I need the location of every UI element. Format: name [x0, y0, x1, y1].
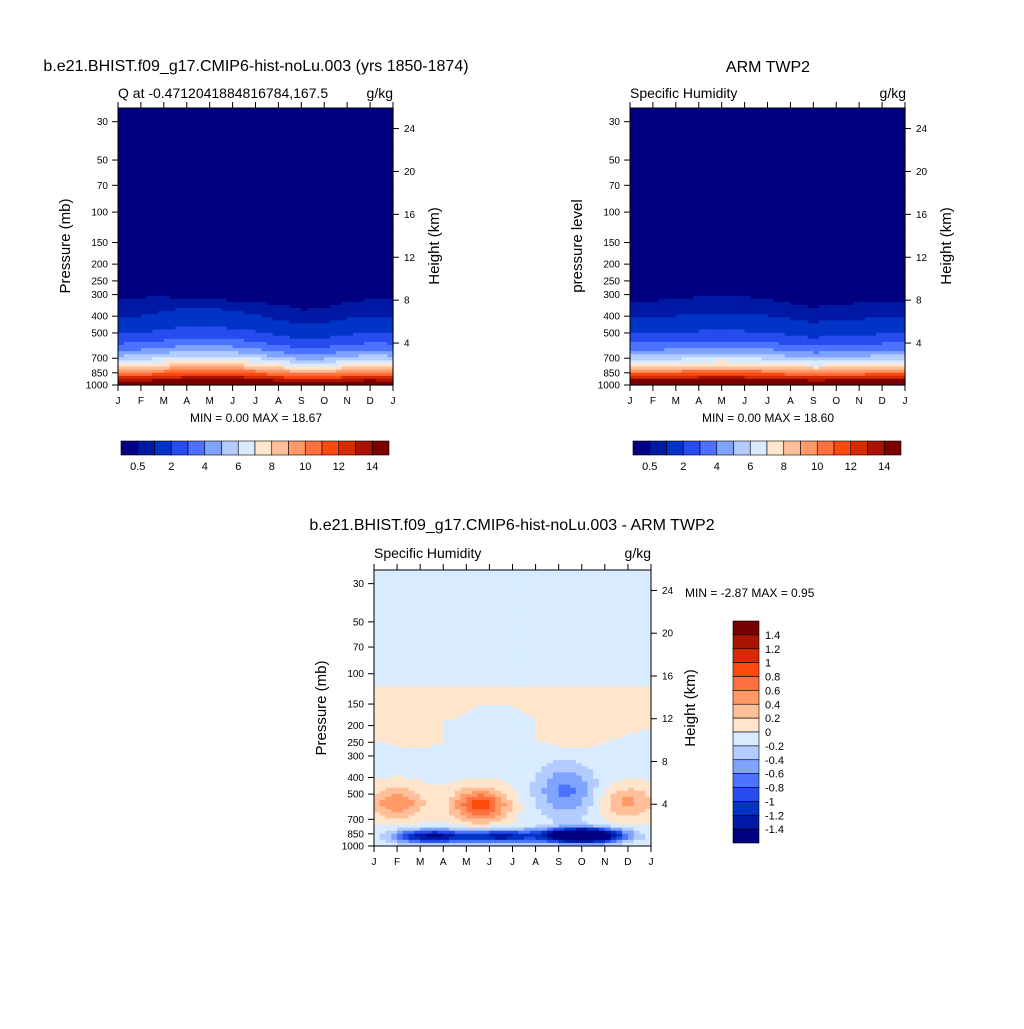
- panel-model-ylabel-right: Height (km): [426, 207, 443, 285]
- panel-model-ytick-right-label: 12: [404, 253, 416, 264]
- panel-model-ytick-right-label: 24: [404, 124, 416, 135]
- panel-model-ytick-label: 300: [91, 290, 108, 301]
- panel-model-colorbar-box: [205, 441, 222, 455]
- panel-model-ytick-label: 50: [97, 156, 109, 167]
- panel-model-xtick-label: J: [253, 396, 258, 407]
- panel-model-xtick-label: A: [183, 396, 190, 407]
- panel-model-colorbar-box: [339, 441, 356, 455]
- panel-model-left-string: Q at -0.4712041884816784,167.5: [118, 85, 328, 101]
- panel-model-xtick-label: A: [275, 396, 282, 407]
- panel-model-colorbar-label: 14: [366, 461, 378, 473]
- panel-model-xtick-label: M: [160, 396, 168, 407]
- panel-model-colorbar-box: [356, 441, 373, 455]
- panel-model-ytick-label: 500: [91, 328, 108, 339]
- panel-model-xtick-label: F: [138, 396, 144, 407]
- panel-model-ytick-right-label: 8: [404, 296, 410, 307]
- panel-model-xtick-label: N: [344, 396, 351, 407]
- panel-model-colorbar-label: 4: [202, 461, 208, 473]
- panel-model-xtick-label: D: [366, 396, 373, 407]
- panel-model-ytick-label: 700: [91, 354, 108, 365]
- panel-model-colorbar-label: 2: [168, 461, 174, 473]
- panel-model-xtick-label: J: [116, 396, 121, 407]
- panel-model-contour-field: [118, 108, 394, 386]
- panel-model-ytick-label: 850: [91, 368, 108, 379]
- panel-model-colorbar: 0.5 2 4 6 8 10 12 14: [121, 441, 389, 473]
- panel-model-ytick-right-label: 16: [404, 210, 416, 221]
- panel-model-xtick-label: M: [205, 396, 213, 407]
- panel-model-colorbar-box: [155, 441, 172, 455]
- panel-model-right-string: g/kg: [367, 85, 393, 101]
- panel-model-xtick-label: S: [298, 396, 305, 407]
- panel-model-ytick-label: 70: [97, 181, 109, 192]
- panel-model-ytick-label: 150: [91, 238, 108, 249]
- panel-model: b.e21.BHIST.f09_g17.CMIP6-hist-noLu.003 …: [43, 58, 468, 473]
- panel-model-colorbar-label: 0.5: [130, 461, 145, 473]
- panel-model-ytick-label: 100: [91, 208, 108, 219]
- panel-model-ytick-label: 1000: [86, 381, 109, 392]
- panel-model-colorbar-box: [222, 441, 239, 455]
- panel-obs-contour-field: [630, 108, 906, 386]
- panel-model-ytick-label: 200: [91, 260, 108, 271]
- panel-model-colorbar-label: 8: [269, 461, 275, 473]
- panel-obs-title: ARM TWP2: [726, 59, 810, 76]
- panel-model-colorbar-box: [272, 441, 289, 455]
- panel-model-ytick-label: 30: [97, 117, 109, 128]
- panel-model-colorbar-box: [238, 441, 255, 455]
- panel-model-stats: MIN = 0.00 MAX = 18.67: [190, 411, 322, 425]
- panel-model-colorbar-box: [138, 441, 155, 455]
- panel-model-colorbar-box: [372, 441, 389, 455]
- panel-model-colorbar-box: [289, 441, 306, 455]
- panel-model-ytick-right-label: 20: [404, 167, 416, 178]
- panel-model-ytick-right-label: 4: [404, 339, 410, 350]
- panel-model-ylabel: Pressure (mb): [57, 198, 74, 293]
- panel-model-ytick-label: 250: [91, 276, 108, 287]
- panel-model-xtick-label: J: [230, 396, 235, 407]
- panel-model-colorbar-label: 10: [299, 461, 311, 473]
- panel-model-colorbar-box: [305, 441, 322, 455]
- panel-obs-left-string: Specific Humidity: [630, 85, 737, 101]
- panel-model-xtick-label: J: [391, 396, 396, 407]
- panel-model-colorbar-label: 6: [235, 461, 241, 473]
- panel-model-colorbar-box: [322, 441, 339, 455]
- panel-model-ytick-label: 400: [91, 312, 108, 323]
- panel-model-colorbar-box: [255, 441, 272, 455]
- panel-obs-right-string: g/kg: [880, 85, 906, 101]
- panel-model-colorbar-box: [121, 441, 138, 455]
- panel-model-colorbar-label: 12: [333, 461, 345, 473]
- panel-model-colorbar-box: [171, 441, 188, 455]
- panel-model-xtick-label: O: [320, 396, 328, 407]
- panel-model-colorbar-box: [188, 441, 205, 455]
- panel-model-title: b.e21.BHIST.f09_g17.CMIP6-hist-noLu.003 …: [43, 58, 468, 75]
